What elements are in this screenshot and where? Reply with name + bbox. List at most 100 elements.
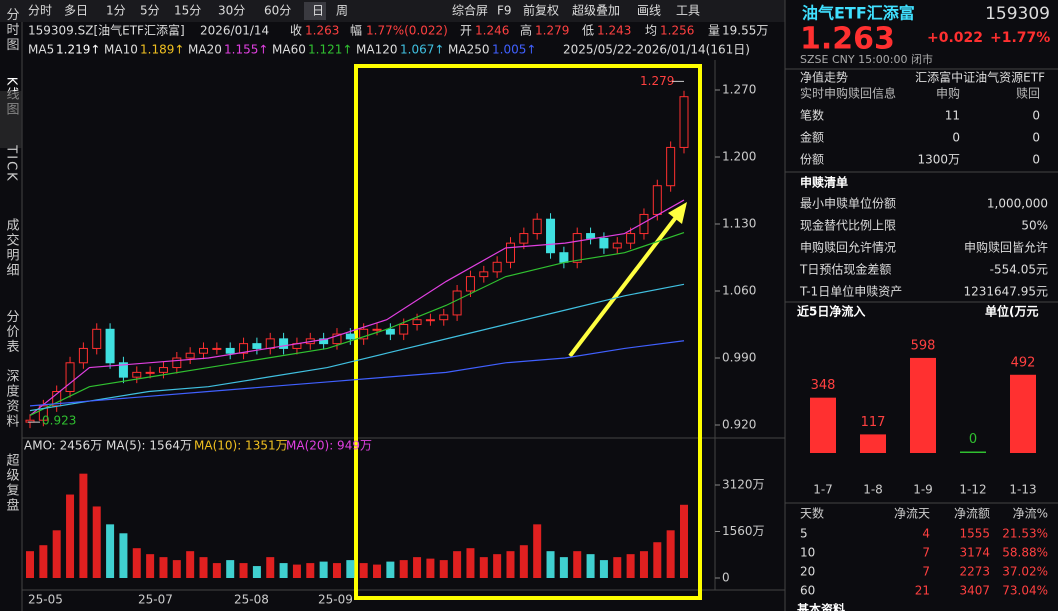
toolbar-item[interactable]: 15分 bbox=[174, 4, 201, 18]
toolbar-item[interactable]: 综合屏 bbox=[452, 3, 488, 18]
table-cell: 申购赎回允许情况 bbox=[800, 240, 896, 255]
side-tab[interactable]: 超级复盘 bbox=[4, 453, 20, 513]
toolbar-item[interactable]: 分时 bbox=[28, 4, 52, 18]
candle bbox=[105, 328, 115, 364]
volume-bar bbox=[306, 563, 315, 578]
volume-bar bbox=[199, 557, 208, 578]
table-cell: 3407 bbox=[959, 584, 990, 598]
volume-bar bbox=[252, 566, 261, 578]
side-tab[interactable]: TICK bbox=[4, 144, 19, 182]
volume-bar bbox=[292, 564, 301, 578]
ma-line bbox=[29, 283, 685, 412]
candle bbox=[345, 333, 355, 340]
volume-bar bbox=[546, 551, 555, 578]
candle bbox=[199, 347, 209, 354]
ma-value: 1.005↑ bbox=[492, 43, 536, 57]
volume-bar bbox=[132, 548, 141, 578]
volume-bar bbox=[332, 563, 341, 578]
info-text: 均 bbox=[645, 24, 657, 38]
volume-bar bbox=[466, 548, 475, 578]
side-tab[interactable]: 成交明细 bbox=[4, 218, 20, 278]
quote-change: +0.022 bbox=[927, 30, 983, 46]
ma-name: MA60 bbox=[272, 43, 306, 57]
table-cell: 申购赎回皆允许 bbox=[964, 240, 1048, 255]
side-tab[interactable]: 深度资料 bbox=[4, 369, 20, 429]
table-cell: 0 bbox=[1032, 109, 1040, 123]
candle bbox=[252, 343, 262, 349]
volume-bar bbox=[639, 551, 648, 578]
info-text: 1.246 bbox=[475, 24, 509, 38]
ma-line bbox=[29, 232, 685, 416]
toolbar-item[interactable]: 30分 bbox=[218, 4, 245, 18]
side-tab[interactable]: 分价表 bbox=[4, 310, 20, 355]
candle bbox=[626, 233, 636, 244]
table-cell: 1,000,000 bbox=[987, 197, 1048, 211]
volume-bar bbox=[279, 563, 288, 578]
quote-code: 159309 bbox=[985, 4, 1050, 24]
high-label: 1.279 bbox=[640, 74, 674, 88]
y-tick-label: 1560万 bbox=[722, 524, 765, 538]
candle bbox=[158, 367, 168, 373]
value-label: 117 bbox=[861, 415, 886, 430]
toolbar-item[interactable]: 周 bbox=[336, 4, 348, 18]
toolbar-item[interactable]: 画线 bbox=[637, 4, 661, 18]
candle bbox=[38, 405, 48, 421]
toolbar-item[interactable]: 日 bbox=[312, 4, 324, 18]
volume-bar bbox=[519, 545, 528, 578]
candle bbox=[412, 319, 422, 326]
candle bbox=[132, 371, 142, 378]
ma-line bbox=[29, 340, 685, 407]
toolbar-item[interactable]: 1分 bbox=[106, 4, 126, 18]
volume-bar bbox=[613, 557, 622, 578]
table-cell: 0 bbox=[1032, 153, 1040, 167]
volume-bar bbox=[386, 561, 395, 578]
info-text: 1.256 bbox=[660, 24, 694, 38]
candle bbox=[599, 237, 609, 249]
y-tick-label: 0.920 bbox=[722, 418, 756, 432]
volume-bar bbox=[266, 557, 275, 578]
candle bbox=[239, 343, 249, 354]
candle bbox=[372, 328, 382, 331]
volume-bar bbox=[239, 563, 248, 578]
toolbar-item[interactable]: 工具 bbox=[676, 4, 700, 18]
x-tick-label: 1-9 bbox=[913, 483, 933, 497]
info-text: 开 bbox=[460, 24, 472, 38]
candle bbox=[519, 233, 529, 244]
toolbar-item[interactable]: 前复权 bbox=[523, 3, 559, 18]
toolbar-item[interactable]: 超级叠加 bbox=[572, 3, 620, 18]
flow-bar bbox=[860, 434, 886, 453]
table-cell: 20 bbox=[800, 565, 815, 579]
toolbar-item[interactable]: 60分 bbox=[264, 4, 291, 18]
candle bbox=[225, 347, 235, 354]
info-text: 1.279 bbox=[535, 24, 569, 38]
flow-bar bbox=[960, 451, 986, 453]
nav-label: 净值走势 bbox=[800, 70, 848, 85]
ma-line bbox=[29, 199, 685, 416]
candle bbox=[172, 357, 182, 369]
toolbar-item[interactable]: 5分 bbox=[140, 4, 160, 18]
table-cell: 1555 bbox=[959, 527, 990, 541]
info-text: 收 bbox=[290, 24, 302, 38]
date-range: 2025/05/22-2026/01/14(161日) bbox=[563, 43, 750, 57]
ma-value: 1.155↑ bbox=[224, 43, 268, 57]
candle bbox=[492, 261, 502, 273]
ma-value: 1.189↑ bbox=[140, 43, 184, 57]
candle bbox=[479, 271, 489, 278]
candle bbox=[546, 218, 556, 254]
volume-bar bbox=[666, 530, 675, 578]
tab-active bbox=[304, 2, 326, 20]
volume-legend: MA(10): 1351万 bbox=[194, 439, 288, 453]
volume-bar bbox=[26, 551, 34, 578]
toolbar-item[interactable]: 多日 bbox=[64, 4, 88, 18]
table-cell: 1300万 bbox=[917, 153, 960, 167]
quote-price: 1.263 bbox=[800, 22, 895, 57]
x-tick-label: 25-09 bbox=[318, 593, 353, 607]
x-tick-label: 25-05 bbox=[28, 593, 63, 607]
ma-name: MA250 bbox=[448, 43, 489, 57]
side-tab[interactable]: 分时图 bbox=[4, 8, 20, 53]
table-cell: 5 bbox=[800, 527, 808, 541]
y-tick-label: 1.060 bbox=[722, 284, 756, 298]
toolbar-item[interactable]: F9 bbox=[497, 4, 512, 18]
volume-bar bbox=[453, 551, 462, 578]
